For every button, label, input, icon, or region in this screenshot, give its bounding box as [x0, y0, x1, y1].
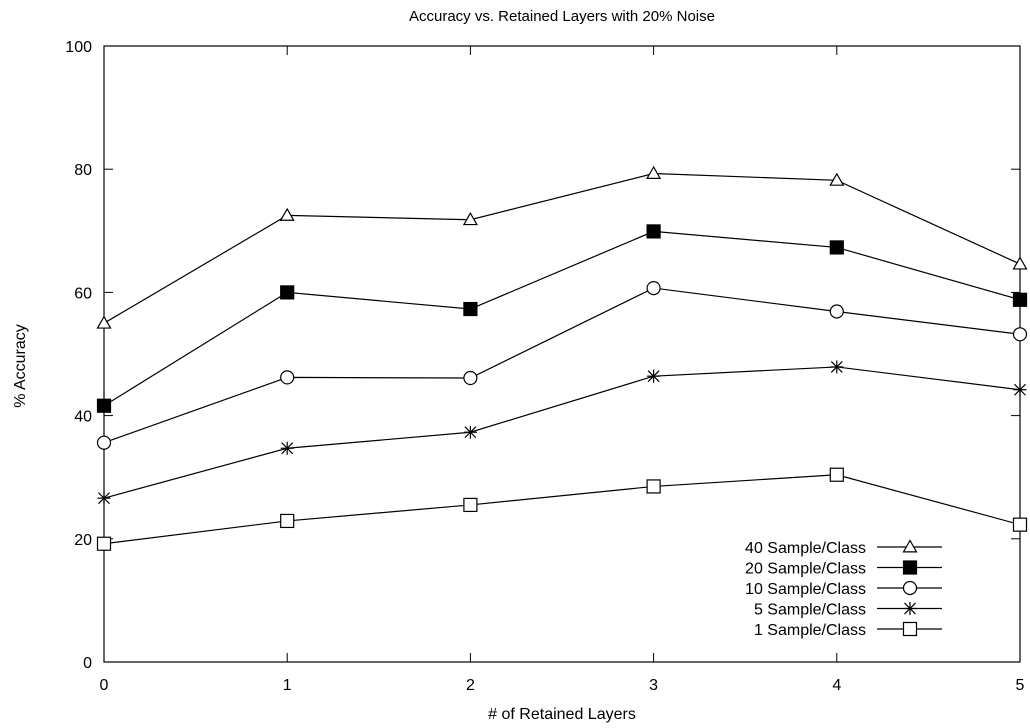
data-point [646, 224, 661, 239]
legend-marker [902, 621, 918, 637]
data-point [1012, 256, 1028, 270]
data-point [96, 398, 112, 413]
legend-label: 10 Sample/Class [745, 581, 866, 598]
legend-label: 40 Sample/Class [745, 540, 866, 557]
data-point [646, 165, 662, 179]
legend: 40 Sample/Class 20 Sample/Class 10 Sample/… [745, 539, 942, 639]
data-point [646, 479, 661, 494]
y-tick-label: 20 [74, 532, 92, 549]
data-point [1012, 327, 1028, 342]
series-40-sample-class [96, 165, 1028, 329]
legend-label: 5 Sample/Class [754, 602, 866, 619]
data-point [280, 370, 295, 385]
data-point [96, 435, 112, 450]
legend-item: 5 Sample/Class [754, 602, 942, 619]
data-point [829, 240, 844, 255]
data-point [1012, 517, 1028, 532]
x-tick-label: 0 [100, 677, 109, 694]
series-line [103, 172, 1021, 324]
x-tick-label: 1 [283, 677, 292, 694]
data-point [280, 441, 294, 455]
data-point [463, 497, 478, 513]
data-point [829, 172, 845, 186]
y-tick-label: 60 [74, 285, 92, 302]
x-axis-label: # of Retained Layers [488, 706, 636, 723]
data-point [280, 285, 295, 300]
legend-marker [902, 560, 918, 575]
data-point [829, 467, 844, 482]
series-5-sample-class [97, 360, 1027, 505]
x-tick-label: 2 [466, 677, 475, 694]
chart-title: Accuracy vs. Retained Layers with 20% No… [409, 8, 715, 25]
y-tick-label: 40 [74, 409, 92, 426]
data-point [647, 369, 661, 383]
legend-label: 1 Sample/Class [754, 622, 866, 639]
legend-item: 10 Sample/Class [745, 580, 942, 598]
data-point [462, 212, 478, 226]
data-point [279, 207, 295, 221]
data-point [96, 536, 112, 551]
x-tick-label: 5 [1016, 677, 1025, 694]
data-point [463, 301, 478, 317]
plot-frame [103, 45, 1021, 663]
series-10-sample-class [96, 280, 1028, 450]
data-point [829, 304, 844, 319]
y-tick-label: 0 [83, 655, 92, 672]
y-tick-label: 100 [65, 39, 92, 56]
legend-marker [902, 539, 918, 553]
data-point [96, 315, 112, 329]
data-point [463, 425, 477, 439]
data-point [1012, 292, 1028, 307]
legend-item: 40 Sample/Class [745, 539, 942, 557]
data-point [646, 280, 661, 296]
data-point [280, 513, 295, 529]
x-tick-label: 4 [832, 677, 841, 694]
y-tick-label: 80 [74, 162, 92, 179]
legend-marker [902, 580, 918, 596]
series-line [103, 287, 1021, 444]
data-point [830, 360, 844, 374]
axis-ticks: 0 20 40 60 80 100 0 1 2 3 4 5 [65, 39, 1024, 694]
legend-label: 20 Sample/Class [745, 561, 866, 578]
series-layer [96, 165, 1028, 551]
series-20-sample-class [96, 224, 1028, 413]
x-tick-label: 3 [649, 677, 658, 694]
y-axis-label: % Accuracy [12, 324, 29, 408]
data-point [1013, 383, 1027, 397]
series-line [103, 474, 1021, 545]
series-line [103, 230, 1021, 407]
legend-item: 20 Sample/Class [745, 560, 942, 578]
legend-marker [903, 602, 917, 615]
series-1-sample-class [96, 467, 1028, 551]
data-point [463, 370, 478, 386]
data-point [97, 491, 111, 505]
series-line [103, 366, 1021, 499]
legend-item: 1 Sample/Class [754, 621, 942, 639]
